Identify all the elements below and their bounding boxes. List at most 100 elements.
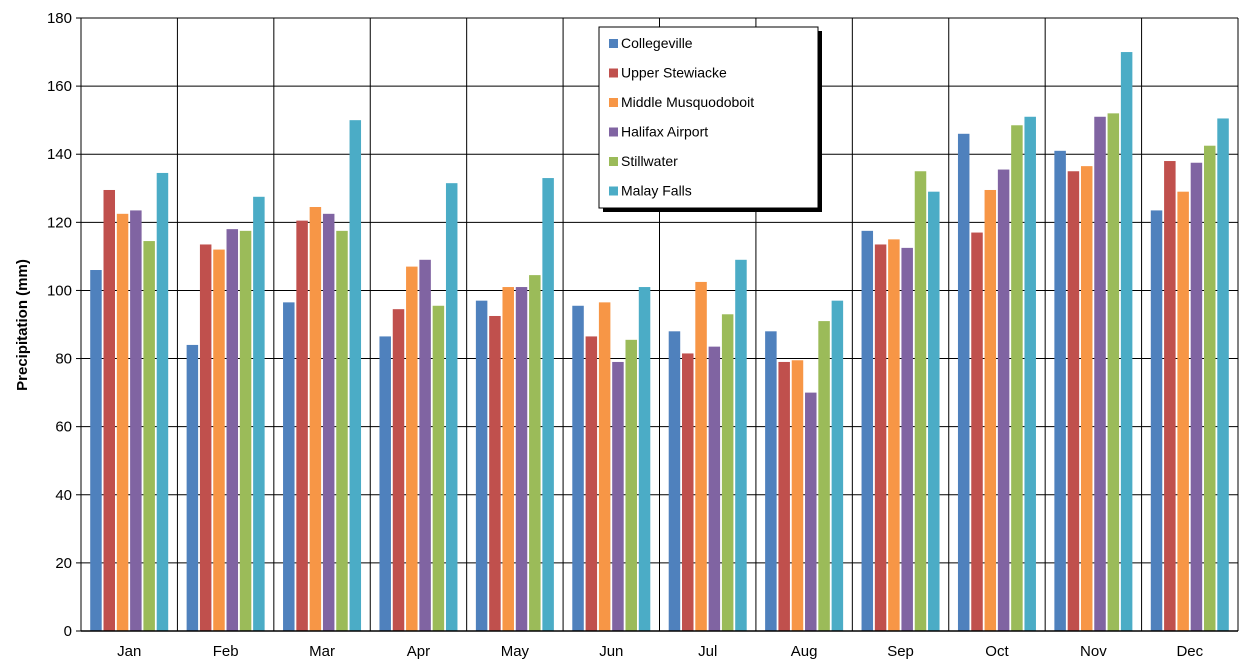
bar-malay-falls-sep — [928, 191, 940, 631]
y-tick-label: 140 — [47, 146, 72, 163]
y-tick-label: 40 — [55, 487, 72, 504]
legend-swatch — [609, 39, 618, 48]
bar-collegeville-apr — [379, 336, 391, 631]
x-tick-label: Jan — [117, 643, 141, 660]
x-tick-label: May — [501, 643, 530, 660]
bar-stillwater-nov — [1107, 113, 1120, 632]
bar-collegeville-sep — [861, 230, 874, 631]
y-tick-label: 0 — [64, 623, 72, 640]
bar-upper-stewiacke-oct — [971, 232, 983, 632]
y-axis-title: Precipitation (mm) — [14, 259, 31, 391]
bar-upper-stewiacke-sep — [874, 244, 887, 631]
x-axis: Jan Feb Mar Apr May Jun Jul Aug Sep Oct Nov Dec — [81, 630, 1238, 660]
bar-middle-musquodoboit-feb — [213, 249, 225, 632]
bar-collegeville-jun — [572, 305, 584, 631]
y-tick-label: 120 — [47, 214, 72, 231]
legend-label: Stillwater — [621, 153, 678, 169]
x-tick-label: Jul — [698, 643, 717, 660]
bar-middle-musquodoboit-may — [502, 287, 514, 631]
bar-halifax-airport-sep — [901, 247, 913, 631]
bar-halifax-airport-jun — [612, 361, 624, 631]
bar-malay-falls-jul — [735, 259, 747, 631]
bar-upper-stewiacke-apr — [392, 309, 405, 631]
gridlines — [80, 17, 1239, 632]
bar-collegeville-nov — [1054, 150, 1066, 632]
x-tick-label: Jun — [599, 643, 623, 660]
y-tick-label: 180 — [47, 10, 72, 27]
legend-label: Upper Stewiacke — [621, 65, 727, 81]
x-tick-label: Nov — [1080, 643, 1107, 660]
legend-swatch — [609, 157, 618, 166]
bar-middle-musquodoboit-jun — [598, 302, 611, 631]
x-tick-label: Sep — [887, 643, 914, 660]
bar-collegeville-mar — [283, 302, 295, 631]
y-tick-label: 20 — [55, 555, 72, 572]
bar-malay-falls-aug — [831, 300, 844, 631]
legend: Collegeville Upper Stewiacke Middle Musquo… — [598, 26, 822, 212]
x-tick-label: Oct — [985, 643, 1009, 660]
legend-swatch — [609, 127, 618, 137]
bar-upper-stewiacke-may — [489, 315, 501, 631]
legend-box — [598, 26, 819, 209]
bar-upper-stewiacke-feb — [199, 244, 212, 631]
bar-upper-stewiacke-jun — [585, 336, 598, 631]
bar-halifax-airport-dec — [1190, 162, 1203, 631]
bar-collegeville-may — [475, 300, 488, 631]
bar-stillwater-sep — [914, 171, 927, 631]
bar-halifax-airport-may — [515, 287, 528, 631]
bar-malay-falls-jan — [156, 172, 169, 632]
bar-middle-musquodoboit-jan — [116, 213, 129, 631]
legend-label: Malay Falls — [621, 183, 692, 199]
bar-stillwater-apr — [432, 305, 445, 631]
bar-middle-musquodoboit-apr — [406, 266, 418, 631]
x-tick-label: Aug — [791, 643, 818, 660]
bar-halifax-airport-jul — [708, 346, 721, 631]
legend-swatch — [609, 98, 618, 107]
bar-malay-falls-feb — [253, 196, 265, 631]
bar-halifax-airport-feb — [226, 229, 239, 631]
bar-collegeville-dec — [1150, 210, 1163, 632]
x-tick-label: Feb — [213, 643, 239, 660]
bar-halifax-airport-nov — [1094, 116, 1106, 631]
bar-middle-musquodoboit-nov — [1080, 166, 1093, 631]
bar-stillwater-mar — [336, 230, 348, 631]
bar-upper-stewiacke-dec — [1164, 161, 1176, 632]
bar-stillwater-jan — [143, 241, 155, 631]
bar-middle-musquodoboit-aug — [791, 360, 804, 631]
bar-halifax-airport-jan — [130, 210, 142, 632]
bar-collegeville-oct — [957, 133, 970, 632]
legend-label: Middle Musquodoboit — [621, 94, 754, 110]
bar-collegeville-feb — [186, 344, 199, 631]
bar-stillwater-feb — [239, 230, 252, 631]
bar-stillwater-jul — [721, 314, 734, 631]
bar-malay-falls-nov — [1120, 52, 1133, 632]
bar-upper-stewiacke-jan — [103, 189, 116, 631]
legend-swatch — [609, 68, 618, 78]
bar-stillwater-aug — [818, 321, 830, 631]
legend-swatch — [609, 186, 618, 196]
bar-middle-musquodoboit-oct — [984, 189, 997, 631]
bars — [90, 52, 1229, 632]
bar-malay-falls-may — [542, 178, 554, 632]
y-tick-label: 100 — [47, 282, 72, 299]
bar-middle-musquodoboit-mar — [309, 207, 322, 631]
bar-malay-falls-oct — [1024, 116, 1036, 631]
bar-malay-falls-jun — [638, 287, 651, 631]
bar-stillwater-dec — [1203, 145, 1216, 632]
x-tick-label: Dec — [1176, 643, 1203, 660]
bar-malay-falls-mar — [349, 120, 362, 632]
bar-malay-falls-dec — [1217, 118, 1229, 632]
bar-collegeville-jan — [90, 270, 102, 631]
bar-halifax-airport-oct — [997, 169, 1010, 631]
bar-halifax-airport-apr — [419, 259, 431, 631]
bar-stillwater-jun — [625, 339, 637, 631]
bar-upper-stewiacke-jul — [682, 353, 694, 631]
bar-halifax-airport-mar — [322, 213, 335, 631]
y-tick-label: 160 — [47, 78, 72, 95]
bar-upper-stewiacke-aug — [778, 361, 790, 631]
bar-upper-stewiacke-nov — [1067, 171, 1080, 631]
y-tick-label: 60 — [55, 419, 72, 436]
bar-upper-stewiacke-mar — [296, 220, 308, 631]
bar-stillwater-oct — [1011, 125, 1023, 632]
